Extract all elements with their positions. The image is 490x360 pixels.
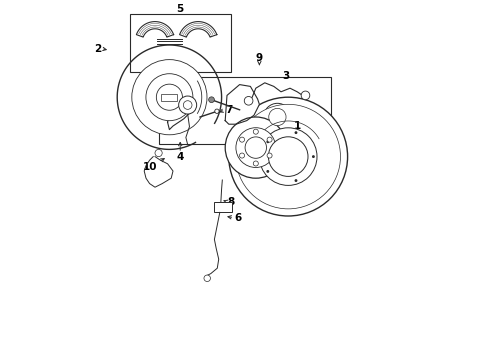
Text: 5: 5 <box>176 4 184 14</box>
Circle shape <box>291 111 304 123</box>
Circle shape <box>259 128 317 185</box>
Circle shape <box>303 112 314 122</box>
Bar <box>215 202 232 212</box>
Circle shape <box>264 103 291 131</box>
Text: 10: 10 <box>143 162 157 172</box>
Text: 6: 6 <box>234 213 242 223</box>
Circle shape <box>269 108 286 126</box>
Circle shape <box>229 97 347 216</box>
Text: 1: 1 <box>294 121 301 131</box>
Circle shape <box>267 153 272 158</box>
Circle shape <box>294 179 297 182</box>
Circle shape <box>156 84 182 110</box>
Bar <box>130 14 231 72</box>
Circle shape <box>179 96 196 114</box>
Circle shape <box>183 101 192 109</box>
Circle shape <box>267 137 272 142</box>
Circle shape <box>245 137 267 158</box>
Circle shape <box>269 137 308 176</box>
Bar <box>162 94 177 101</box>
Text: 2: 2 <box>94 44 101 54</box>
Text: 8: 8 <box>227 197 234 207</box>
Circle shape <box>215 109 219 113</box>
Circle shape <box>253 129 258 134</box>
Text: 9: 9 <box>256 53 263 63</box>
Circle shape <box>204 275 210 282</box>
Circle shape <box>236 128 276 167</box>
Polygon shape <box>180 22 217 37</box>
Polygon shape <box>225 85 259 124</box>
Polygon shape <box>136 22 173 37</box>
Circle shape <box>253 161 258 166</box>
Circle shape <box>301 91 310 100</box>
Circle shape <box>240 137 245 142</box>
Circle shape <box>240 153 245 158</box>
Circle shape <box>312 155 315 158</box>
Circle shape <box>132 60 207 135</box>
Circle shape <box>236 104 341 209</box>
Circle shape <box>267 170 269 173</box>
Text: 3: 3 <box>283 71 290 81</box>
Text: 4: 4 <box>176 152 184 162</box>
Text: 7: 7 <box>225 105 232 115</box>
Bar <box>159 77 331 144</box>
Circle shape <box>245 96 253 105</box>
Circle shape <box>267 140 269 143</box>
Circle shape <box>209 97 215 103</box>
Circle shape <box>146 74 193 121</box>
Circle shape <box>225 117 286 178</box>
Polygon shape <box>168 86 193 130</box>
Circle shape <box>294 131 297 134</box>
Circle shape <box>155 149 162 157</box>
